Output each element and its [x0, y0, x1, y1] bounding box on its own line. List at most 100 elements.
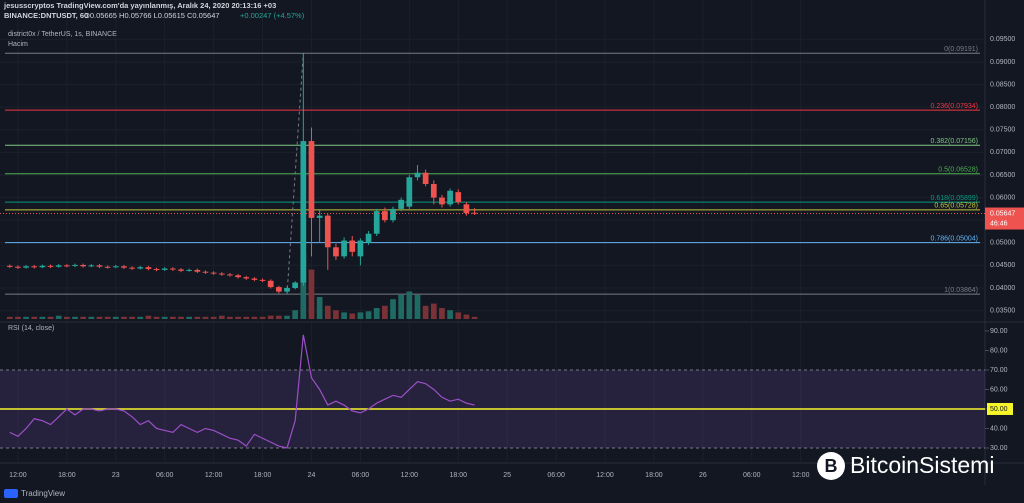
- candle-body: [186, 269, 193, 271]
- volume-bar: [129, 316, 135, 319]
- volume-bar: [390, 299, 396, 319]
- candle-body: [316, 215, 323, 218]
- candle-body: [161, 268, 168, 270]
- candle-body: [382, 211, 388, 221]
- y-tick-label: 0.04500: [990, 262, 1015, 269]
- svg-text:B: B: [825, 456, 838, 476]
- y-tick-label: 0.08500: [990, 81, 1015, 88]
- candle-body: [357, 240, 364, 257]
- candle-body: [333, 247, 339, 257]
- volume-bar: [422, 305, 429, 319]
- candle-body: [153, 269, 160, 271]
- volume-bar: [398, 294, 405, 319]
- y-tick-label: 0.07500: [990, 127, 1015, 134]
- x-tick-label: 18:00: [58, 472, 76, 479]
- y-tick-label: 30.00: [990, 445, 1008, 452]
- price-tag: [985, 207, 1024, 230]
- candle-body: [292, 282, 299, 288]
- x-tick-label: 18:00: [254, 472, 272, 479]
- volume-bar: [202, 316, 209, 319]
- candle-body: [80, 264, 87, 267]
- volume-bar: [430, 303, 437, 319]
- volume-bar: [259, 316, 266, 319]
- volume-bar: [227, 316, 233, 319]
- candle-body: [47, 265, 54, 267]
- pane-title: district0x / TetherUS, 1s, BINANCE: [8, 31, 117, 38]
- fib-label: 0.236(0.07934): [931, 103, 978, 110]
- tv-logo: [4, 489, 18, 498]
- fib-trend: [286, 53, 304, 295]
- volume-label: Hacim: [8, 41, 28, 48]
- volume-bar: [31, 316, 38, 319]
- volume-bar: [341, 312, 347, 319]
- volume-bar: [194, 316, 201, 319]
- candle-body: [300, 141, 307, 283]
- fib-label: 0.5(0.06528): [938, 167, 978, 174]
- candle-body: [210, 272, 217, 274]
- volume-bar: [333, 310, 339, 319]
- volume-bar: [23, 316, 29, 319]
- volume-bar: [439, 308, 445, 319]
- candle-body: [137, 267, 144, 269]
- candle-body: [251, 278, 258, 280]
- ohlc: O0.05665 H0.05766 L0.05615 C0.05647: [84, 11, 220, 20]
- y-tick-label: 0.06000: [990, 194, 1015, 201]
- reference-tag: [987, 402, 1013, 415]
- volume-bar: [64, 316, 70, 319]
- candle-body: [64, 265, 70, 267]
- volume-bar: [72, 316, 78, 319]
- y-tick-label: 80.00: [990, 347, 1008, 354]
- watermark: BitcoinSistemi: [850, 452, 994, 478]
- candle-body: [170, 268, 176, 270]
- candle-body: [406, 177, 413, 207]
- y-tick-label: 0.09500: [990, 36, 1015, 43]
- countdown: 46:46: [990, 220, 1008, 227]
- price-tag-label: 0.05647: [990, 210, 1015, 217]
- candle-body: [104, 266, 111, 268]
- candle-body: [463, 204, 470, 213]
- plots: 12:00 18:00 23 06:00 12:00 18:00 24 06:00 12:00 1…: [0, 36, 1024, 479]
- candle-body: [31, 266, 38, 268]
- x-tick-label: 12:00: [205, 472, 223, 479]
- fib-label: 0.65(0.05728): [934, 203, 978, 210]
- candle-body: [447, 190, 453, 205]
- y-tick-label: 0.06500: [990, 172, 1015, 179]
- candle-body: [202, 271, 209, 273]
- candle-body: [430, 184, 437, 198]
- y-tick-label: 60.00: [990, 386, 1008, 393]
- x-tick-label: 12:00: [401, 472, 419, 479]
- volume-bar: [96, 316, 103, 319]
- fib-label: 0.786(0.05004): [931, 235, 978, 242]
- y-tick-label: 0.08000: [990, 104, 1015, 111]
- volume-bar: [349, 313, 356, 319]
- x-tick-label: 06:00: [156, 472, 174, 479]
- x-tick-label: 06:00: [743, 472, 761, 479]
- volume-bar: [47, 316, 54, 319]
- volume-bar: [447, 310, 453, 319]
- x-tick-label: 12:00: [9, 472, 27, 479]
- volume-bar: [145, 315, 152, 319]
- candle-body: [235, 275, 241, 278]
- volume-bar: [39, 316, 46, 319]
- candle-body: [55, 265, 62, 267]
- volume-bar: [382, 305, 388, 319]
- candle-body: [324, 215, 331, 248]
- change: +0.00247 (+4.57%): [240, 11, 305, 20]
- candle-body: [365, 233, 372, 243]
- symbol: BINANCE:DNTUSDT, 60: [4, 11, 88, 20]
- watermark-icon: B: [817, 452, 845, 480]
- x-tick-label: 18:00: [449, 472, 467, 479]
- volume-bar: [471, 316, 478, 319]
- rsi-title: RSI (14, close): [8, 325, 54, 332]
- y-tick-label: 0.04000: [990, 285, 1015, 292]
- fib-label: 1(0.03864): [944, 287, 978, 294]
- volume-bar: [153, 316, 160, 319]
- candle-body: [284, 287, 290, 292]
- candle-body: [129, 267, 135, 269]
- volume-bar: [137, 316, 144, 319]
- candle-body: [390, 208, 396, 221]
- y-tick-label: 0.05000: [990, 240, 1015, 247]
- volume-bar: [243, 316, 250, 319]
- candle-body: [439, 197, 445, 205]
